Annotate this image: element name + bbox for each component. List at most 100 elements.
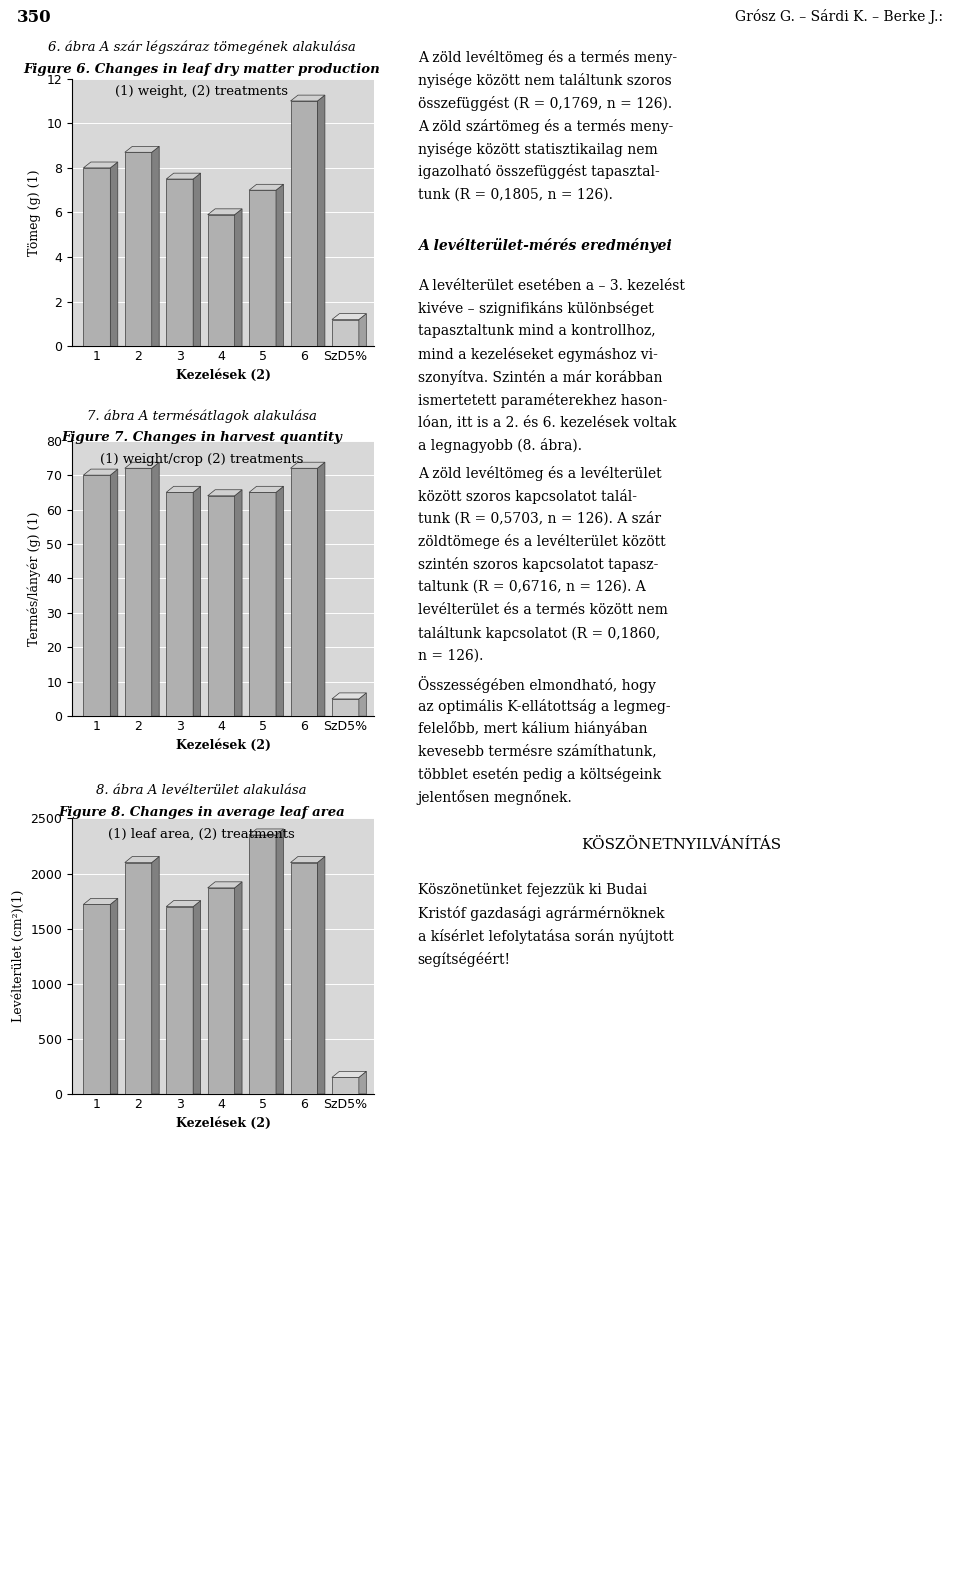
Text: kevesebb termésre számíthatunk,: kevesebb termésre számíthatunk, [418, 745, 657, 759]
Text: felelőbb, mert kálium hiányában: felelőbb, mert kálium hiányában [418, 721, 647, 737]
Text: levélterület és a termés között nem: levélterület és a termés között nem [418, 603, 667, 617]
Text: Köszönetünket fejezzük ki Budai: Köszönetünket fejezzük ki Budai [418, 883, 647, 897]
Text: a legnagyobb (8. ábra).: a legnagyobb (8. ábra). [418, 439, 582, 453]
Polygon shape [332, 320, 359, 346]
X-axis label: Kezelések (2): Kezelések (2) [176, 738, 271, 752]
Y-axis label: Termés/lányér (g) (1): Termés/lányér (g) (1) [27, 512, 40, 645]
Y-axis label: Tömeg (g) (1): Tömeg (g) (1) [28, 170, 41, 255]
Polygon shape [332, 313, 367, 320]
Polygon shape [207, 490, 242, 496]
Polygon shape [276, 486, 283, 716]
Text: találtunk kapcsolatot (R = 0,1860,: találtunk kapcsolatot (R = 0,1860, [418, 625, 660, 641]
Polygon shape [249, 190, 276, 346]
Polygon shape [84, 475, 110, 716]
Polygon shape [125, 146, 159, 153]
Text: szonyítva. Szintén a már korábban: szonyítva. Szintén a már korábban [418, 370, 662, 386]
Polygon shape [110, 899, 118, 1094]
Polygon shape [359, 693, 367, 716]
Text: (1) weight/crop (2) treatments: (1) weight/crop (2) treatments [100, 453, 303, 466]
Polygon shape [318, 463, 324, 716]
Text: tunk (R = 0,1805, n = 126).: tunk (R = 0,1805, n = 126). [418, 187, 612, 201]
Text: között szoros kapcsolatot talál-: között szoros kapcsolatot talál- [418, 488, 636, 504]
Text: A levélterület esetében a – 3. kezelést: A levélterület esetében a – 3. kezelést [418, 279, 684, 293]
Text: (1) leaf area, (2) treatments: (1) leaf area, (2) treatments [108, 828, 295, 841]
Polygon shape [125, 856, 159, 863]
Text: taltunk (R = 0,6716, n = 126). A: taltunk (R = 0,6716, n = 126). A [418, 579, 645, 593]
Polygon shape [291, 469, 318, 716]
Polygon shape [276, 829, 283, 1094]
Text: jelentősen megnőnek.: jelentősen megnőnek. [418, 790, 572, 804]
Polygon shape [152, 463, 159, 716]
Text: A zöld szártömeg és a termés meny-: A zöld szártömeg és a termés meny- [418, 118, 673, 134]
Polygon shape [125, 153, 152, 346]
Text: Kristóf gazdasági agrármérnöknek: Kristóf gazdasági agrármérnöknek [418, 907, 664, 921]
Text: tunk (R = 0,5703, n = 126). A szár: tunk (R = 0,5703, n = 126). A szár [418, 512, 660, 526]
Text: Összességében elmondható, hogy: Összességében elmondható, hogy [418, 675, 656, 693]
Polygon shape [276, 184, 283, 346]
Polygon shape [166, 173, 201, 179]
Polygon shape [291, 101, 318, 346]
Polygon shape [207, 496, 234, 716]
Text: kivéve – szignifikáns különbséget: kivéve – szignifikáns különbséget [418, 302, 654, 316]
Polygon shape [207, 209, 242, 214]
Polygon shape [291, 863, 318, 1094]
Polygon shape [110, 162, 118, 346]
Polygon shape [291, 94, 324, 101]
Polygon shape [234, 490, 242, 716]
Polygon shape [125, 469, 152, 716]
Text: A zöld levéltömeg és a levélterület: A zöld levéltömeg és a levélterület [418, 466, 661, 480]
Polygon shape [110, 469, 118, 716]
Polygon shape [359, 313, 367, 346]
Text: a kísérlet lefolytatása során nyújtott: a kísérlet lefolytatása során nyújtott [418, 929, 673, 944]
Text: 8. ábra A levélterület alakulása: 8. ábra A levélterület alakulása [96, 784, 307, 796]
Text: összefüggést (R = 0,1769, n = 126).: összefüggést (R = 0,1769, n = 126). [418, 96, 672, 112]
Text: Figure 8. Changes in average leaf area: Figure 8. Changes in average leaf area [59, 806, 345, 818]
Polygon shape [84, 168, 110, 346]
Polygon shape [291, 856, 324, 863]
Polygon shape [234, 209, 242, 346]
Polygon shape [332, 693, 367, 699]
Polygon shape [152, 856, 159, 1094]
Text: A zöld levéltömeg és a termés meny-: A zöld levéltömeg és a termés meny- [418, 50, 677, 66]
Text: az optimális K-ellátottság a legmeg-: az optimális K-ellátottság a legmeg- [418, 699, 670, 713]
Polygon shape [318, 94, 324, 346]
Text: zöldtömege és a levélterület között: zöldtömege és a levélterület között [418, 534, 665, 549]
Polygon shape [166, 179, 193, 346]
Text: 350: 350 [17, 8, 52, 25]
Polygon shape [193, 173, 201, 346]
Polygon shape [249, 834, 276, 1094]
Text: többlet esetén pedig a költségeink: többlet esetén pedig a költségeink [418, 767, 660, 782]
Polygon shape [84, 899, 118, 905]
Text: tapasztaltunk mind a kontrollhoz,: tapasztaltunk mind a kontrollhoz, [418, 324, 656, 338]
Polygon shape [166, 493, 193, 716]
X-axis label: Kezelések (2): Kezelések (2) [176, 368, 271, 382]
Polygon shape [359, 1072, 367, 1094]
Polygon shape [166, 907, 193, 1094]
Text: 7. ábra A termésátlagok alakulása: 7. ábra A termésátlagok alakulása [86, 409, 317, 423]
Polygon shape [332, 699, 359, 716]
Polygon shape [234, 881, 242, 1094]
Text: n = 126).: n = 126). [418, 648, 483, 663]
Polygon shape [318, 856, 324, 1094]
Polygon shape [291, 463, 324, 469]
Text: A levélterület-mérés eredményei: A levélterület-mérés eredményei [418, 238, 671, 252]
Text: KÖSZÖNETNYILVÁNÍTÁS: KÖSZÖNETNYILVÁNÍTÁS [582, 837, 781, 852]
Text: Figure 6. Changes in leaf dry matter production: Figure 6. Changes in leaf dry matter pro… [23, 63, 380, 76]
Polygon shape [332, 1077, 359, 1094]
Polygon shape [152, 146, 159, 346]
Polygon shape [84, 162, 118, 168]
Text: nyisége között nem találtunk szoros: nyisége között nem találtunk szoros [418, 72, 671, 88]
Text: mind a kezeléseket egymáshoz vi-: mind a kezeléseket egymáshoz vi- [418, 346, 658, 362]
Polygon shape [193, 900, 201, 1094]
Polygon shape [166, 486, 201, 493]
Text: Figure 7. Changes in harvest quantity: Figure 7. Changes in harvest quantity [61, 431, 342, 444]
Text: segítségéért!: segítségéért! [418, 952, 511, 966]
Text: igazolható összefüggést tapasztal-: igazolható összefüggést tapasztal- [418, 164, 660, 179]
Polygon shape [166, 900, 201, 907]
Polygon shape [207, 214, 234, 346]
Polygon shape [84, 905, 110, 1094]
Polygon shape [125, 463, 159, 469]
Polygon shape [332, 1072, 367, 1077]
Polygon shape [193, 486, 201, 716]
Text: lóan, itt is a 2. és 6. kezelések voltak: lóan, itt is a 2. és 6. kezelések voltak [418, 416, 676, 430]
